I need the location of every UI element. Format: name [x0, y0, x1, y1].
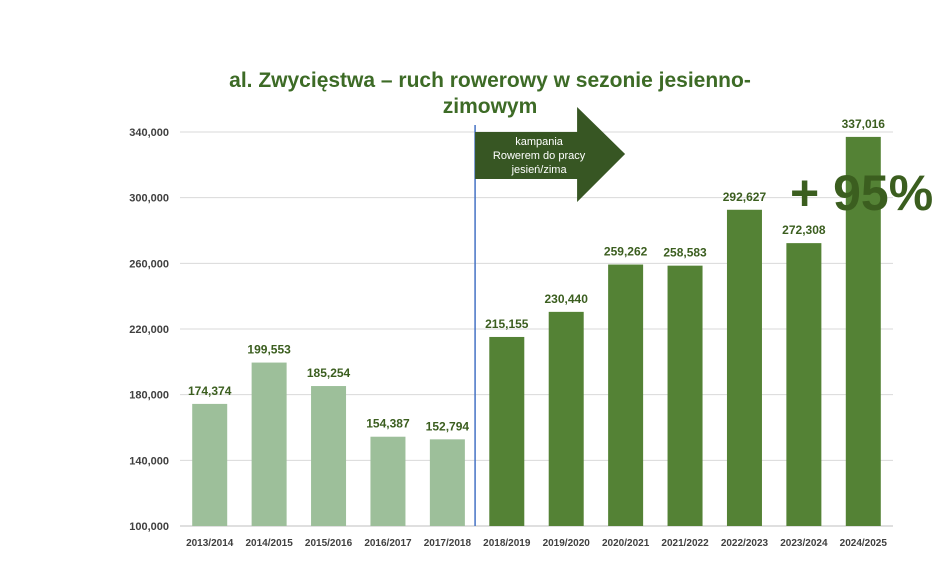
y-tick-label: 340,000: [129, 127, 169, 139]
x-tick-label: 2016/2017: [364, 538, 412, 549]
bar: [548, 311, 584, 526]
x-tick-label: 2015/2016: [305, 538, 353, 549]
data-label: 215,155: [485, 317, 529, 331]
bar: [489, 336, 525, 526]
x-tick-label: 2020/2021: [602, 538, 650, 549]
bar: [311, 386, 347, 526]
y-tick-label: 140,000: [129, 455, 169, 467]
bar: [192, 403, 228, 526]
x-tick-label: 2024/2025: [840, 538, 888, 549]
x-tick-label: 2017/2018: [424, 538, 472, 549]
y-tick-label: 220,000: [129, 324, 169, 336]
y-tick-label: 260,000: [129, 258, 169, 270]
x-tick-label: 2021/2022: [661, 538, 709, 549]
bar: [726, 209, 762, 526]
data-label: 154,387: [366, 417, 410, 431]
x-tick-label: 2013/2014: [186, 538, 234, 549]
data-label: 292,627: [723, 190, 767, 204]
y-tick-label: 100,000: [129, 521, 169, 533]
bar: [845, 136, 881, 526]
x-tick-label: 2019/2020: [543, 538, 591, 549]
x-tick-label: 2018/2019: [483, 538, 531, 549]
data-label: 259,262: [604, 245, 648, 259]
data-label: 185,254: [307, 366, 351, 380]
bar: [667, 265, 703, 526]
bar: [370, 436, 406, 526]
bar: [786, 243, 822, 527]
y-tick-label: 300,000: [129, 193, 169, 205]
campaign-arrow-text: kampania: [515, 136, 564, 148]
data-label: 337,016: [842, 117, 886, 131]
chart-title: al. Zwycięstwa – ruch rowerowy w sezonie…: [229, 69, 751, 118]
data-label: 199,553: [247, 343, 291, 357]
data-label: 152,794: [426, 419, 470, 433]
x-tick-label: 2014/2015: [245, 538, 293, 549]
campaign-arrow-text: Rowerem do pracy: [493, 150, 586, 162]
data-label: 230,440: [545, 292, 589, 306]
data-label: 174,374: [188, 384, 232, 398]
bar: [608, 264, 644, 526]
bar: [429, 439, 465, 526]
y-tick-label: 180,000: [129, 390, 169, 402]
campaign-arrow: [475, 107, 626, 202]
growth-percentage-note: + 95%: [790, 165, 933, 221]
x-tick-label: 2023/2024: [780, 538, 828, 549]
data-label: 258,583: [663, 246, 707, 260]
campaign-arrow-text: jesień/zima: [511, 164, 568, 176]
bar: [251, 362, 287, 526]
x-tick-label: 2022/2023: [721, 538, 769, 549]
data-label: 272,308: [782, 223, 826, 237]
